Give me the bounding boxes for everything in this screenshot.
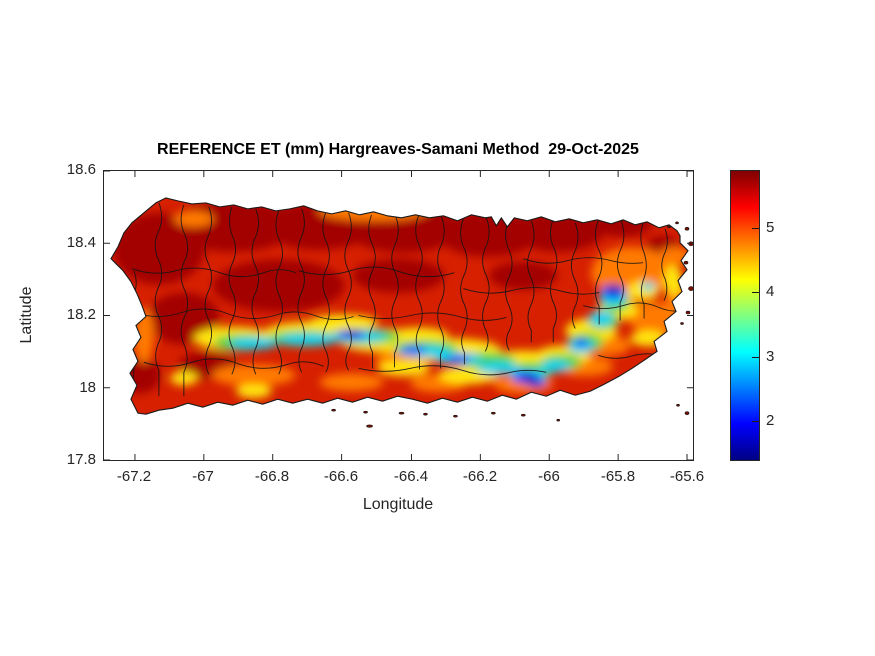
x-axis-label: Longitude [362,496,434,513]
x-tick-label: -66 [538,468,560,485]
y-tick-label: 18 [79,379,96,396]
y-tick-label: 18.4 [66,234,96,251]
et-heat-field [110,197,689,415]
x-tick-label: -66.8 [254,468,290,485]
colorbar-tick [752,292,759,293]
x-tick-label: -67.2 [116,468,152,485]
puerto-rico-et-map [104,171,693,460]
colorbar-tick [752,228,759,229]
colorbar-tick [752,421,759,422]
y-axis-label: Latitude [18,286,35,344]
x-tick-label: -65.8 [600,468,636,485]
plot-title: REFERENCE ET (mm) Hargreaves-Samani Meth… [157,141,639,158]
colorbar-tick-label: 3 [766,348,775,365]
x-tick-label: -67 [192,468,214,485]
colorbar [730,170,760,461]
x-tick-label: -66.4 [393,468,429,485]
x-tick-label: -66.2 [462,468,498,485]
x-tick-label: -65.6 [669,468,705,485]
municipal-boundaries [129,202,688,397]
colorbar-tick-label: 2 [766,412,775,429]
axis-ticks [104,171,693,460]
x-tick-label: -66.6 [323,468,359,485]
colorbar-tick-label: 4 [766,283,775,300]
coastline [110,197,689,415]
y-tick-label: 17.8 [66,451,96,468]
colorbar-tick [752,357,759,358]
y-tick-label: 18.2 [66,306,96,323]
y-tick-label: 18.6 [66,161,96,178]
colorbar-tick-label: 5 [766,219,775,236]
